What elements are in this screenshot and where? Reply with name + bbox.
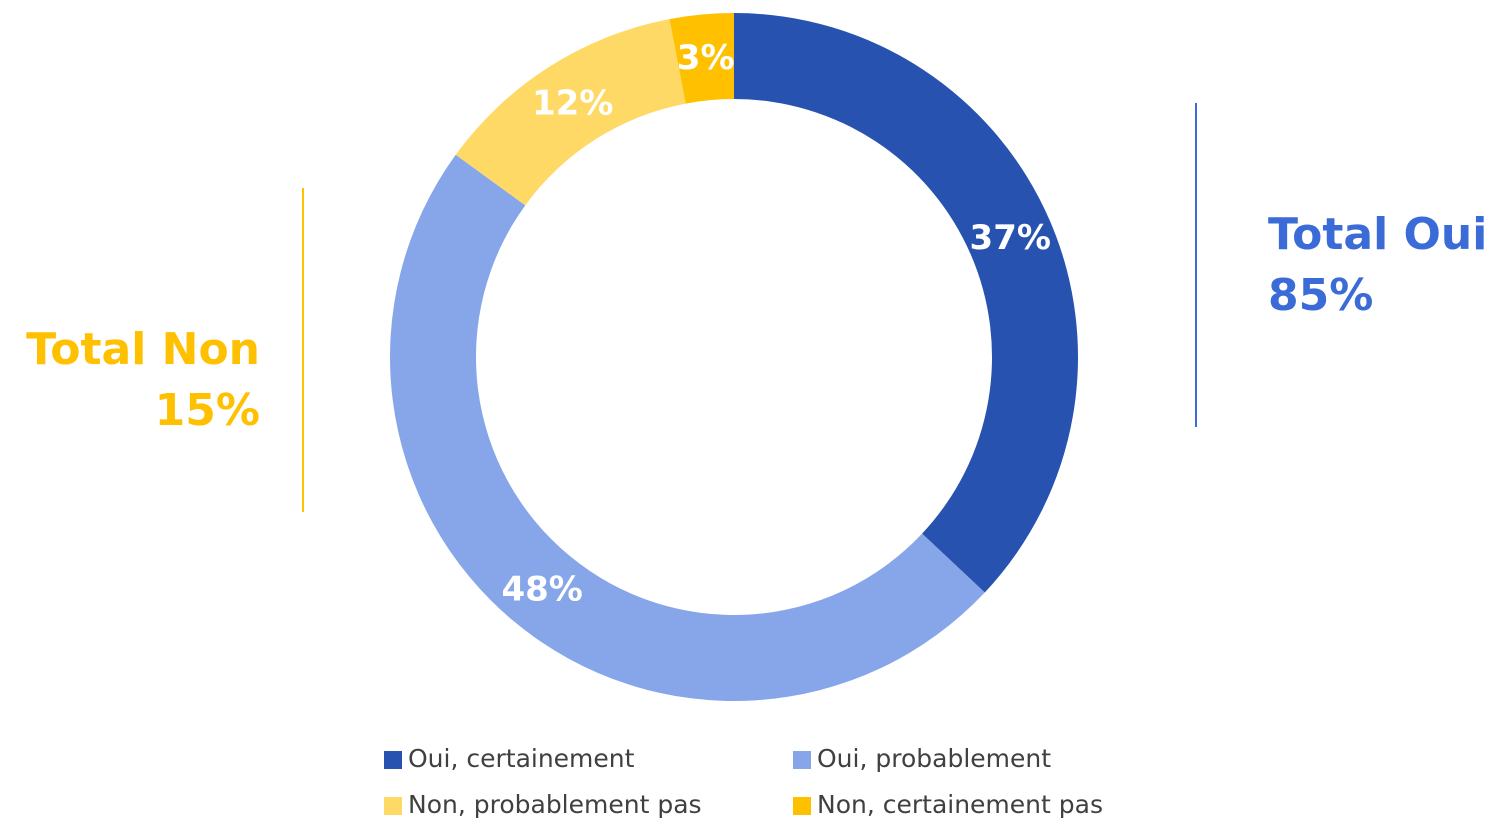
legend-label: Non, probablement pas bbox=[408, 790, 702, 819]
donut-slice bbox=[390, 154, 985, 701]
donut-slice bbox=[669, 13, 734, 104]
annotation-text: 85% bbox=[1268, 270, 1373, 321]
donut-slice bbox=[734, 13, 1078, 593]
annotation-text: Total Oui bbox=[1268, 209, 1487, 260]
annotation-text: 15% bbox=[155, 385, 260, 436]
annotation-text: Total Non bbox=[26, 324, 260, 375]
legend-swatch bbox=[793, 751, 811, 769]
legend-label: Oui, probablement bbox=[817, 744, 1051, 773]
legend-label: Non, certainement pas bbox=[817, 790, 1103, 819]
data-label: 3% bbox=[677, 38, 735, 78]
data-label: 37% bbox=[970, 218, 1051, 258]
legend-swatch bbox=[793, 797, 811, 815]
legend-label: Oui, certainement bbox=[408, 744, 635, 773]
donut-slice bbox=[455, 19, 686, 206]
legend-swatch bbox=[384, 797, 402, 815]
legend-swatch bbox=[384, 751, 402, 769]
data-label: 12% bbox=[532, 83, 613, 123]
data-label: 48% bbox=[501, 569, 582, 609]
